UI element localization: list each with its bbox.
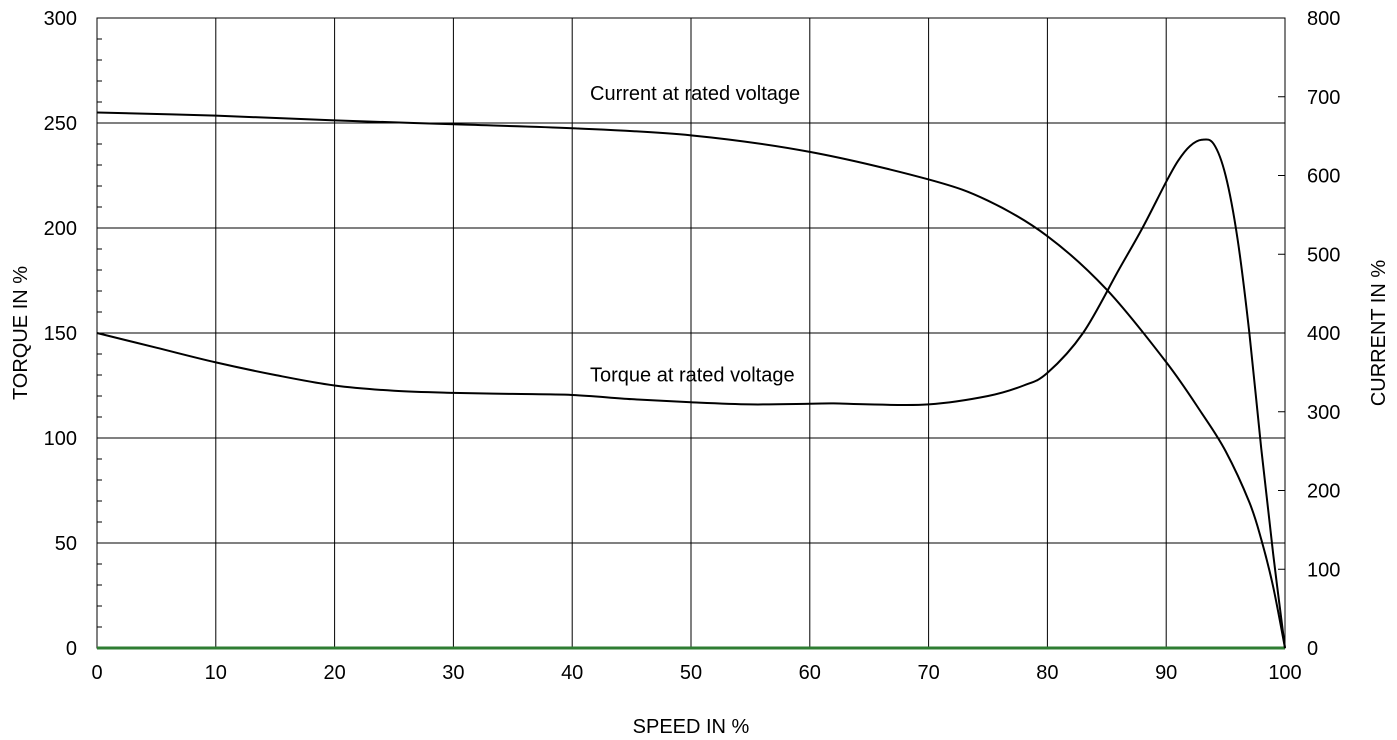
y2-tick-label: 600 [1307, 166, 1340, 188]
minor-ticks [97, 17, 1285, 649]
y-tick-label: 200 [44, 218, 77, 240]
x-axis-title: SPEED IN % [633, 716, 750, 738]
series-lines [96, 111, 1286, 649]
y2-tick-label: 400 [1307, 323, 1340, 345]
y2-tick-label: 100 [1307, 559, 1340, 581]
y2-tick-label: 500 [1307, 244, 1340, 266]
y2-tick-label: 700 [1307, 87, 1340, 109]
x-tick-label: 50 [680, 662, 702, 684]
x-tick-label: 30 [442, 662, 464, 684]
series-line-current-at-rated-voltage [96, 111, 1286, 649]
x-tick-label: 0 [91, 662, 102, 684]
x-tick-label: 90 [1155, 662, 1177, 684]
annotation-label: Torque at rated voltage [590, 364, 795, 386]
y-tick-label: 0 [66, 638, 77, 660]
x-tick-label: 40 [561, 662, 583, 684]
y-tick-label: 300 [44, 8, 77, 30]
x-tick-label: 60 [799, 662, 821, 684]
annotation-label: Current at rated voltage [590, 83, 800, 105]
annotations: Current at rated voltage Torque at rated … [590, 83, 800, 386]
y2-tick-label: 300 [1307, 402, 1340, 424]
y-tick-label: 250 [44, 113, 77, 135]
y-tick-label: 100 [44, 428, 77, 450]
x-tick-label: 20 [323, 662, 345, 684]
y-axis-title: TORQUE IN % [10, 266, 32, 400]
tick-labels: 0 10 20 30 40 50 60 70 80 90 100 0 50 100 150 200 250 300… [44, 8, 1341, 684]
y2-tick-label: 200 [1307, 481, 1340, 503]
x-tick-label: 70 [917, 662, 939, 684]
y2-tick-label: 800 [1307, 8, 1340, 30]
y2-axis-title: CURRENT IN % [1368, 260, 1390, 407]
y-tick-label: 50 [55, 533, 77, 555]
y2-tick-label: 0 [1307, 638, 1318, 660]
x-tick-label: 10 [205, 662, 227, 684]
series-line-torque-at-rated-voltage [96, 138, 1286, 649]
y-tick-label: 150 [44, 323, 77, 345]
x-tick-label: 80 [1036, 662, 1058, 684]
grid [96, 17, 1286, 649]
x-tick-label: 100 [1268, 662, 1301, 684]
